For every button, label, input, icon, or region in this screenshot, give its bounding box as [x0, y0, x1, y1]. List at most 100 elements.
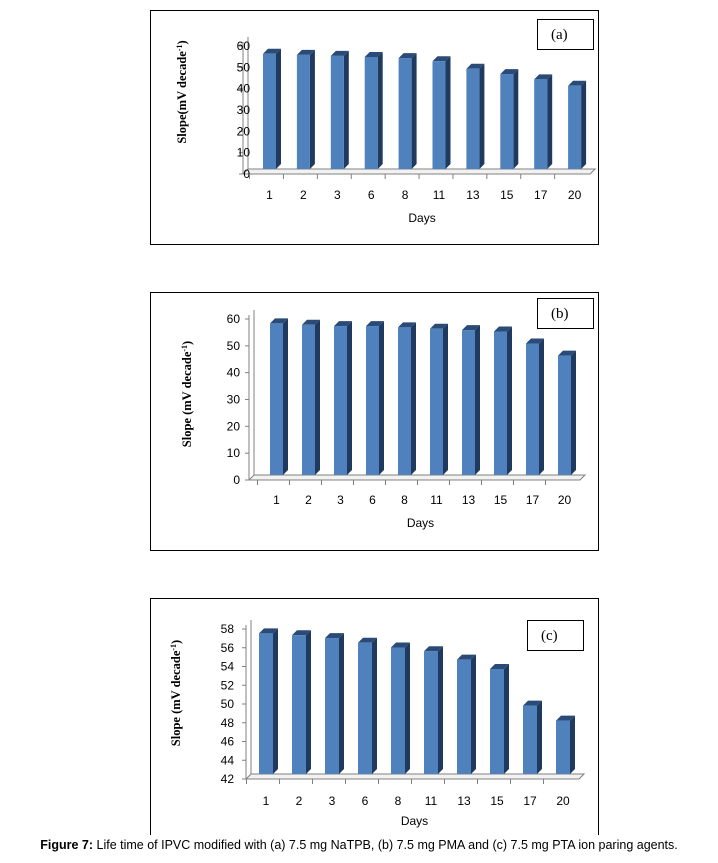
- bar-top: [466, 63, 485, 69]
- bar-top: [270, 318, 288, 324]
- y-tick-label: 58: [221, 622, 235, 636]
- bar-top: [391, 642, 410, 648]
- x-tick-label: 8: [395, 794, 402, 808]
- bar: [568, 85, 582, 169]
- chart-panel-a: 60 50 40 30 20 10 0 1 2 3 6 8 11 13 15 17 20 Days Slope(mV…: [0, 0, 718, 260]
- bar-top: [494, 326, 512, 332]
- chart-floor: [244, 773, 586, 780]
- bar: [523, 705, 537, 774]
- y-tick-label: 50: [227, 339, 241, 353]
- chart-frame: [150, 598, 599, 835]
- x-axis-title: Days: [407, 516, 434, 530]
- x-tick-label: 6: [362, 794, 369, 808]
- panel-label: (a): [551, 27, 568, 43]
- bar-side: [411, 322, 416, 475]
- x-tick-label: 20: [556, 794, 570, 808]
- bar-side: [372, 637, 377, 774]
- y-tick-label: 46: [221, 735, 235, 749]
- y-tick-label: 44: [221, 753, 235, 767]
- y-axis-title: Slope(mV decade-1): [175, 40, 190, 143]
- bar-top: [325, 633, 344, 639]
- y-tick-label: 10: [227, 446, 241, 460]
- x-tick-label: 13: [457, 794, 471, 808]
- bar-top: [358, 637, 377, 643]
- panel-label-box: [537, 298, 594, 329]
- x-tick-label: 11: [430, 493, 443, 507]
- bar-side: [539, 338, 544, 475]
- y-tick-label: 50: [221, 697, 235, 711]
- bar: [334, 326, 347, 475]
- x-tick-label: 17: [526, 493, 540, 507]
- bar-side: [315, 319, 320, 475]
- y-axis-title: Slope (mV decade-1): [180, 341, 195, 447]
- x-tick-label: 17: [534, 188, 548, 202]
- bar-top: [263, 48, 281, 54]
- bar: [366, 326, 379, 475]
- bar-top: [430, 323, 448, 329]
- bar: [302, 324, 315, 475]
- bar-side: [475, 325, 480, 475]
- bar-top: [296, 49, 315, 55]
- x-tick-label: 2: [296, 794, 303, 808]
- bar-side: [537, 700, 542, 774]
- x-tick-label: 8: [401, 493, 408, 507]
- bar: [364, 57, 378, 169]
- bar-top: [534, 74, 553, 80]
- x-axis-title: Days: [401, 814, 428, 828]
- bar: [296, 54, 310, 169]
- bar-top: [398, 322, 416, 328]
- chart-panel-b: 60 50 40 30 20 10 0 1 2 3 6 8 11 13 15 17 20 Days Slope (m…: [0, 260, 718, 560]
- bar-side: [405, 642, 410, 774]
- bar-side: [343, 50, 349, 169]
- bar-top: [500, 69, 519, 75]
- x-tick-label: 3: [329, 794, 336, 808]
- bar: [424, 651, 438, 774]
- bar-side: [504, 664, 509, 774]
- bar-top: [302, 319, 320, 325]
- x-tick-label: 13: [466, 188, 480, 202]
- y-tick-label: 56: [221, 641, 235, 655]
- bar: [466, 68, 480, 169]
- y-tick-label: 52: [221, 678, 235, 692]
- x-tick-label: 13: [462, 493, 476, 507]
- bar: [292, 635, 306, 774]
- x-tick-label: 1: [273, 493, 280, 507]
- y-tick-label: 54: [221, 660, 235, 674]
- bar-top: [366, 321, 384, 327]
- x-tick-label: 2: [305, 493, 312, 507]
- bar: [490, 669, 504, 774]
- x-tick-label: 8: [402, 188, 409, 202]
- bar-side: [443, 323, 448, 475]
- bar: [358, 642, 372, 774]
- bar: [263, 53, 276, 169]
- y-tick-label: 20: [237, 124, 251, 138]
- bar-side: [479, 63, 485, 169]
- figure-caption: Figure 7: Life time of IPVC modified wit…: [0, 838, 718, 852]
- bar-top: [556, 715, 575, 721]
- bar-top: [490, 664, 509, 669]
- x-axis-title: Days: [408, 211, 435, 225]
- bar: [526, 343, 539, 475]
- y-tick-label: 42: [221, 772, 235, 786]
- y-axis-title: Slope (mV decade-1): [169, 640, 184, 746]
- y-tick-label: 20: [227, 419, 241, 433]
- y-tick-label: 50: [237, 60, 251, 74]
- bar: [259, 633, 273, 774]
- chart-frame: [150, 292, 599, 551]
- y-tick-label: 60: [237, 39, 251, 53]
- x-tick-label: 15: [500, 188, 514, 202]
- bar: [534, 79, 548, 169]
- bar-top: [292, 630, 311, 636]
- x-tick-label: 17: [523, 794, 537, 808]
- bar-top: [457, 654, 476, 660]
- bar: [500, 74, 514, 169]
- x-tick-label: 20: [568, 188, 582, 202]
- panel-label: (c): [541, 628, 558, 644]
- bar-top: [523, 700, 542, 706]
- caption-label: Figure 7:: [40, 838, 94, 852]
- x-tick-label: 2: [300, 188, 307, 202]
- x-tick-label: 11: [433, 188, 446, 202]
- x-tick-label: 3: [334, 188, 341, 202]
- bar-side: [571, 350, 576, 475]
- bar-top: [330, 50, 349, 56]
